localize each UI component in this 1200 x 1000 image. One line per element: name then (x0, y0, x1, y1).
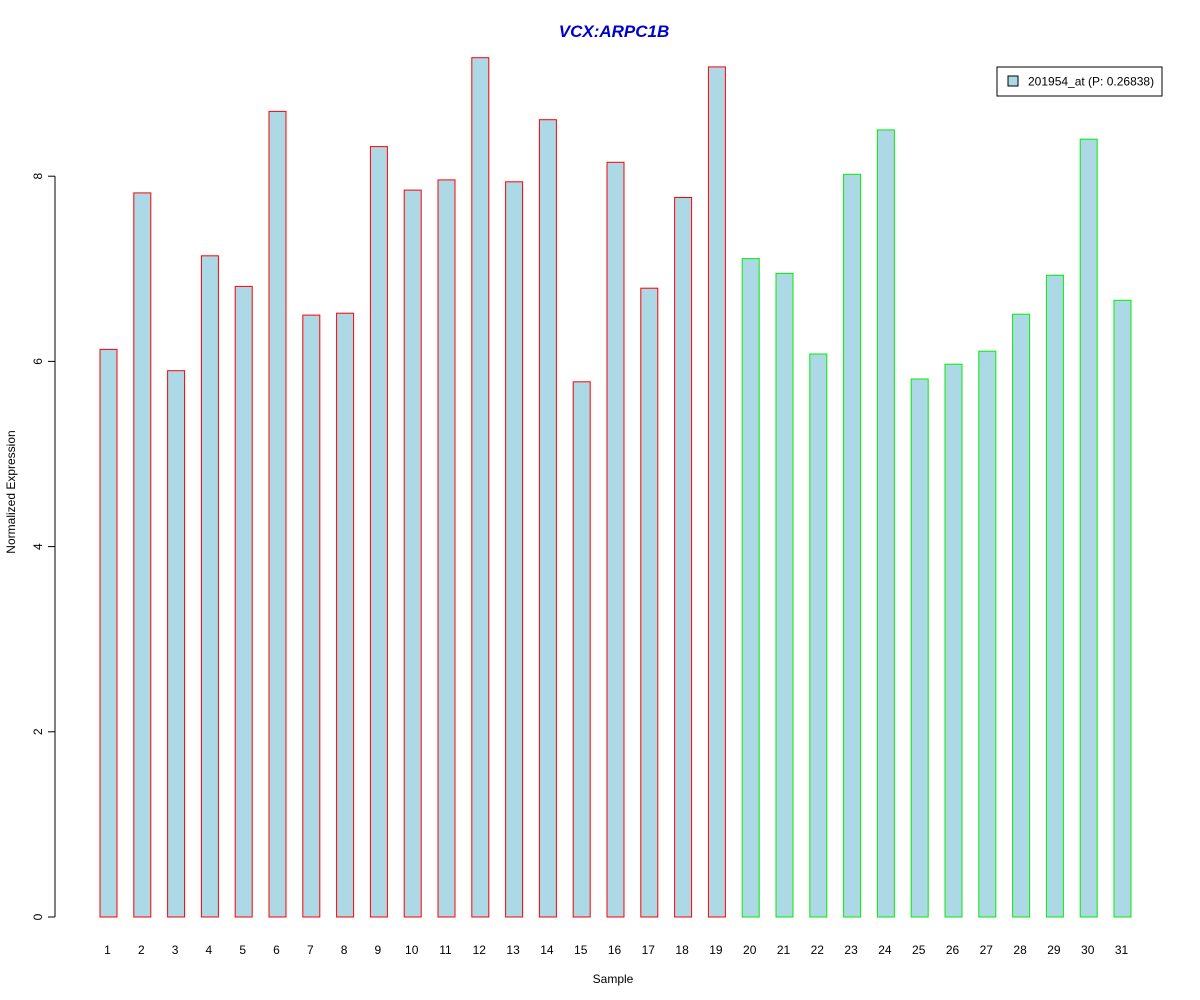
bar-sample-7 (302, 314, 321, 918)
bar-sample-25 (910, 378, 929, 918)
x-tick-label: 16 (608, 943, 622, 957)
x-tick-label: 9 (375, 943, 382, 957)
bar-sample-3 (167, 370, 186, 918)
bar-sample-31 (1113, 299, 1132, 918)
bar-sample-26 (944, 363, 963, 918)
x-tick-label: 19 (709, 943, 723, 957)
x-tick-label: 5 (239, 943, 246, 957)
x-tick-label: 6 (273, 943, 280, 957)
x-tick-label: 2 (138, 943, 145, 957)
bar-sample-18 (674, 197, 693, 918)
bar-sample-23 (843, 173, 862, 918)
bar-sample-2 (133, 192, 152, 918)
x-tick-label: 13 (506, 943, 520, 957)
bar-sample-10 (403, 189, 422, 918)
bar-sample-9 (369, 146, 388, 918)
x-tick-label: 27 (980, 943, 994, 957)
bar-sample-1 (99, 348, 118, 918)
bar-sample-15 (572, 381, 591, 918)
x-tick-label: 1 (104, 943, 111, 957)
legend: 201954_at (P: 0.26838) (996, 66, 1163, 97)
x-tick-label: 21 (777, 943, 791, 957)
x-tick-label: 3 (172, 943, 179, 957)
bar-sample-16 (606, 161, 625, 918)
x-tick-label: 24 (878, 943, 892, 957)
chart-title: VCX:ARPC1B (559, 22, 670, 41)
x-tick-label: 8 (341, 943, 348, 957)
bar-sample-17 (640, 287, 659, 918)
x-tick-label: 31 (1115, 943, 1129, 957)
x-tick-label: 15 (574, 943, 588, 957)
x-tick-label: 23 (844, 943, 858, 957)
bar-sample-13 (505, 181, 524, 918)
bar-sample-11 (437, 179, 456, 918)
x-tick-label: 11 (439, 943, 452, 957)
bar-sample-4 (200, 255, 219, 918)
y-tick-label: 4 (31, 543, 45, 550)
x-tick-label: 17 (642, 943, 656, 957)
x-tick-label: 7 (307, 943, 314, 957)
x-tick-label: 28 (1013, 943, 1027, 957)
legend-label: 201954_at (P: 0.26838) (1028, 75, 1154, 89)
y-tick-label: 6 (31, 358, 45, 365)
y-axis: 0 2 4 6 8 (31, 173, 56, 920)
y-tick-label: 8 (31, 173, 45, 180)
bar-sample-21 (775, 272, 794, 918)
y-axis-label: Normalized Expression (4, 430, 18, 553)
x-tick-label: 20 (743, 943, 757, 957)
x-tick-label: 26 (946, 943, 960, 957)
bar-sample-20 (741, 258, 760, 918)
legend-box (996, 66, 1163, 97)
legend-swatch (1007, 75, 1019, 87)
x-axis-label: Sample (593, 972, 634, 986)
x-tick-label: 30 (1081, 943, 1095, 957)
bar-sample-27 (978, 350, 997, 918)
bar-sample-24 (876, 129, 895, 918)
bar-sample-29 (1045, 274, 1064, 918)
bar-sample-12 (471, 57, 490, 918)
bar-sample-19 (707, 66, 726, 918)
x-tick-label: 4 (206, 943, 213, 957)
x-tick-label: 29 (1047, 943, 1061, 957)
x-tick-labels: 1 2 3 4 5 6 7 8 9 10 11 12 13 14 15 16 17 18 19 20 21 22 23 24 2… (104, 943, 1128, 957)
bar-sample-5 (234, 285, 253, 918)
x-tick-label: 22 (811, 943, 825, 957)
y-tick-label: 0 (31, 913, 45, 920)
x-tick-label: 25 (912, 943, 926, 957)
y-tick-label: 2 (31, 728, 45, 735)
x-tick-label: 18 (675, 943, 689, 957)
bars-group (99, 57, 1132, 918)
bar-sample-30 (1079, 138, 1098, 918)
x-tick-label: 12 (473, 943, 487, 957)
bar-sample-6 (268, 110, 287, 918)
bar-sample-14 (538, 119, 557, 918)
bar-sample-8 (336, 312, 355, 918)
bar-sample-22 (809, 353, 828, 918)
x-tick-label: 14 (540, 943, 554, 957)
bar-sample-28 (1012, 313, 1031, 918)
x-tick-label: 10 (405, 943, 419, 957)
